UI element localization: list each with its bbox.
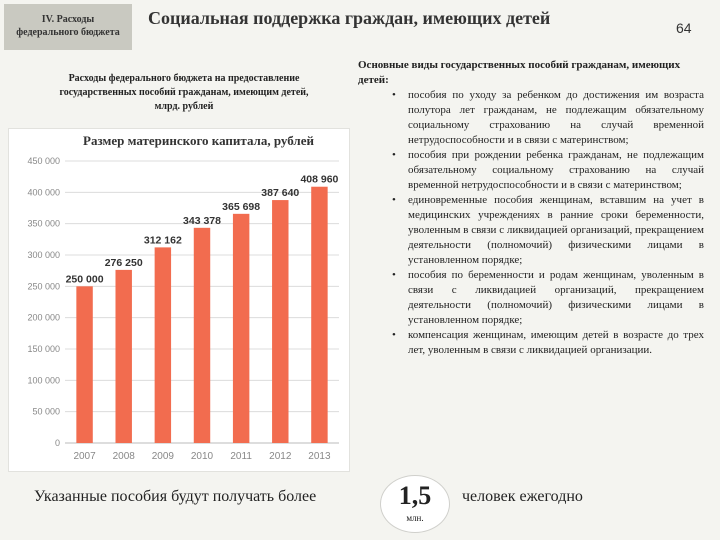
chart-title: Размер материнского капитала, рублей	[83, 133, 314, 148]
bar-chart: 0 50 000 100 000 150 000 200 000 250 000 300 0…	[27, 156, 339, 462]
x-tick-label: 2010	[191, 451, 214, 462]
left-subtitle-line: государственных пособий гражданам, имеющ…	[59, 87, 309, 98]
bar	[115, 269, 132, 443]
benefits-list: • пособия по уходу за ребенком до достиже…	[358, 88, 704, 358]
benefit-item: • пособия по уходу за ребенком до достиже…	[358, 88, 704, 148]
y-tick-label: 100 000	[27, 375, 60, 385]
data-label: 250 000	[66, 273, 104, 285]
benefit-item: • компенсация женщинам, имеющим детей в в…	[358, 328, 704, 358]
y-tick-label: 250 000	[27, 281, 60, 291]
bar	[76, 286, 93, 443]
x-tick-label: 2012	[269, 451, 292, 462]
bullet-icon: •	[392, 329, 396, 341]
left-subtitle: Расходы федерального бюджета на предоста…	[28, 72, 340, 114]
benefit-item-text: единовременные пособия женщинам, вставши…	[408, 194, 704, 266]
y-tick-label: 50 000	[32, 407, 60, 417]
bar	[272, 200, 289, 443]
left-subtitle-line: Расходы федерального бюджета на предоста…	[68, 73, 300, 84]
x-tick-label: 2013	[308, 451, 331, 462]
x-tick-label: 2011	[230, 451, 252, 462]
benefit-item: • пособия по беременности и родам женщина…	[358, 268, 704, 328]
footer-number-circle: 1,5 млн.	[380, 475, 450, 533]
footer-left-text: Указанные пособия будут получать более	[34, 488, 317, 505]
x-tick-label: 2007	[73, 451, 96, 462]
data-label: 343 378	[183, 215, 221, 227]
bullet-icon: •	[392, 89, 396, 101]
benefit-item-text: пособия по беременности и родам женщинам…	[408, 269, 704, 326]
data-label: 312 162	[144, 234, 182, 246]
section-tag-line: федерального бюджета	[16, 27, 120, 38]
bullet-icon: •	[392, 194, 396, 206]
benefits-heading: Основные виды государственных пособий гр…	[358, 59, 681, 86]
left-subtitle-line: млрд. рублей	[154, 101, 214, 112]
footer-number: 1,5	[398, 481, 432, 510]
bullet-icon: •	[392, 149, 396, 161]
bar	[154, 247, 172, 443]
bullet-icon: •	[392, 269, 396, 281]
data-label: 387 640	[261, 187, 299, 199]
y-tick-label: 400 000	[27, 187, 60, 197]
benefits-block: Основные виды государственных пособий гр…	[358, 58, 704, 358]
footer-right-text: человек ежегодно	[462, 488, 583, 505]
y-tick-label: 200 000	[27, 313, 60, 323]
section-tag: IV. Расходы федерального бюджета	[4, 4, 132, 50]
x-tick-label: 2008	[113, 451, 136, 462]
benefit-item-text: пособия при рождении ребенка гражданам, …	[408, 149, 704, 191]
chart-panel: Размер материнского капитала, рублей 0 50…	[8, 128, 350, 472]
data-label: 276 250	[105, 257, 143, 269]
benefit-item: • единовременные пособия женщинам, вставш…	[358, 193, 704, 268]
y-tick-label: 350 000	[27, 219, 60, 229]
data-label: 408 960	[300, 174, 338, 186]
y-tick-label: 450 000	[27, 156, 60, 166]
benefit-item-text: компенсация женщинам, имеющим детей в во…	[408, 329, 704, 356]
slide-title: Социальная поддержка граждан, имеющих де…	[148, 8, 551, 28]
y-tick-label: 300 000	[27, 250, 60, 260]
y-tick-label: 150 000	[27, 344, 60, 354]
y-tick-label: 0	[55, 438, 60, 448]
section-tag-line: IV. Расходы	[41, 14, 95, 25]
benefit-item: • пособия при рождении ребенка гражданам,…	[358, 148, 704, 193]
bar	[193, 227, 211, 443]
x-tick-label: 2009	[152, 451, 175, 462]
benefit-item-text: пособия по уходу за ребенком до достижен…	[408, 89, 704, 146]
slide-number: 64	[676, 20, 692, 36]
footer-unit: млн.	[406, 513, 424, 523]
bar	[232, 213, 250, 443]
bar	[311, 186, 328, 444]
data-label: 365 698	[222, 201, 260, 213]
